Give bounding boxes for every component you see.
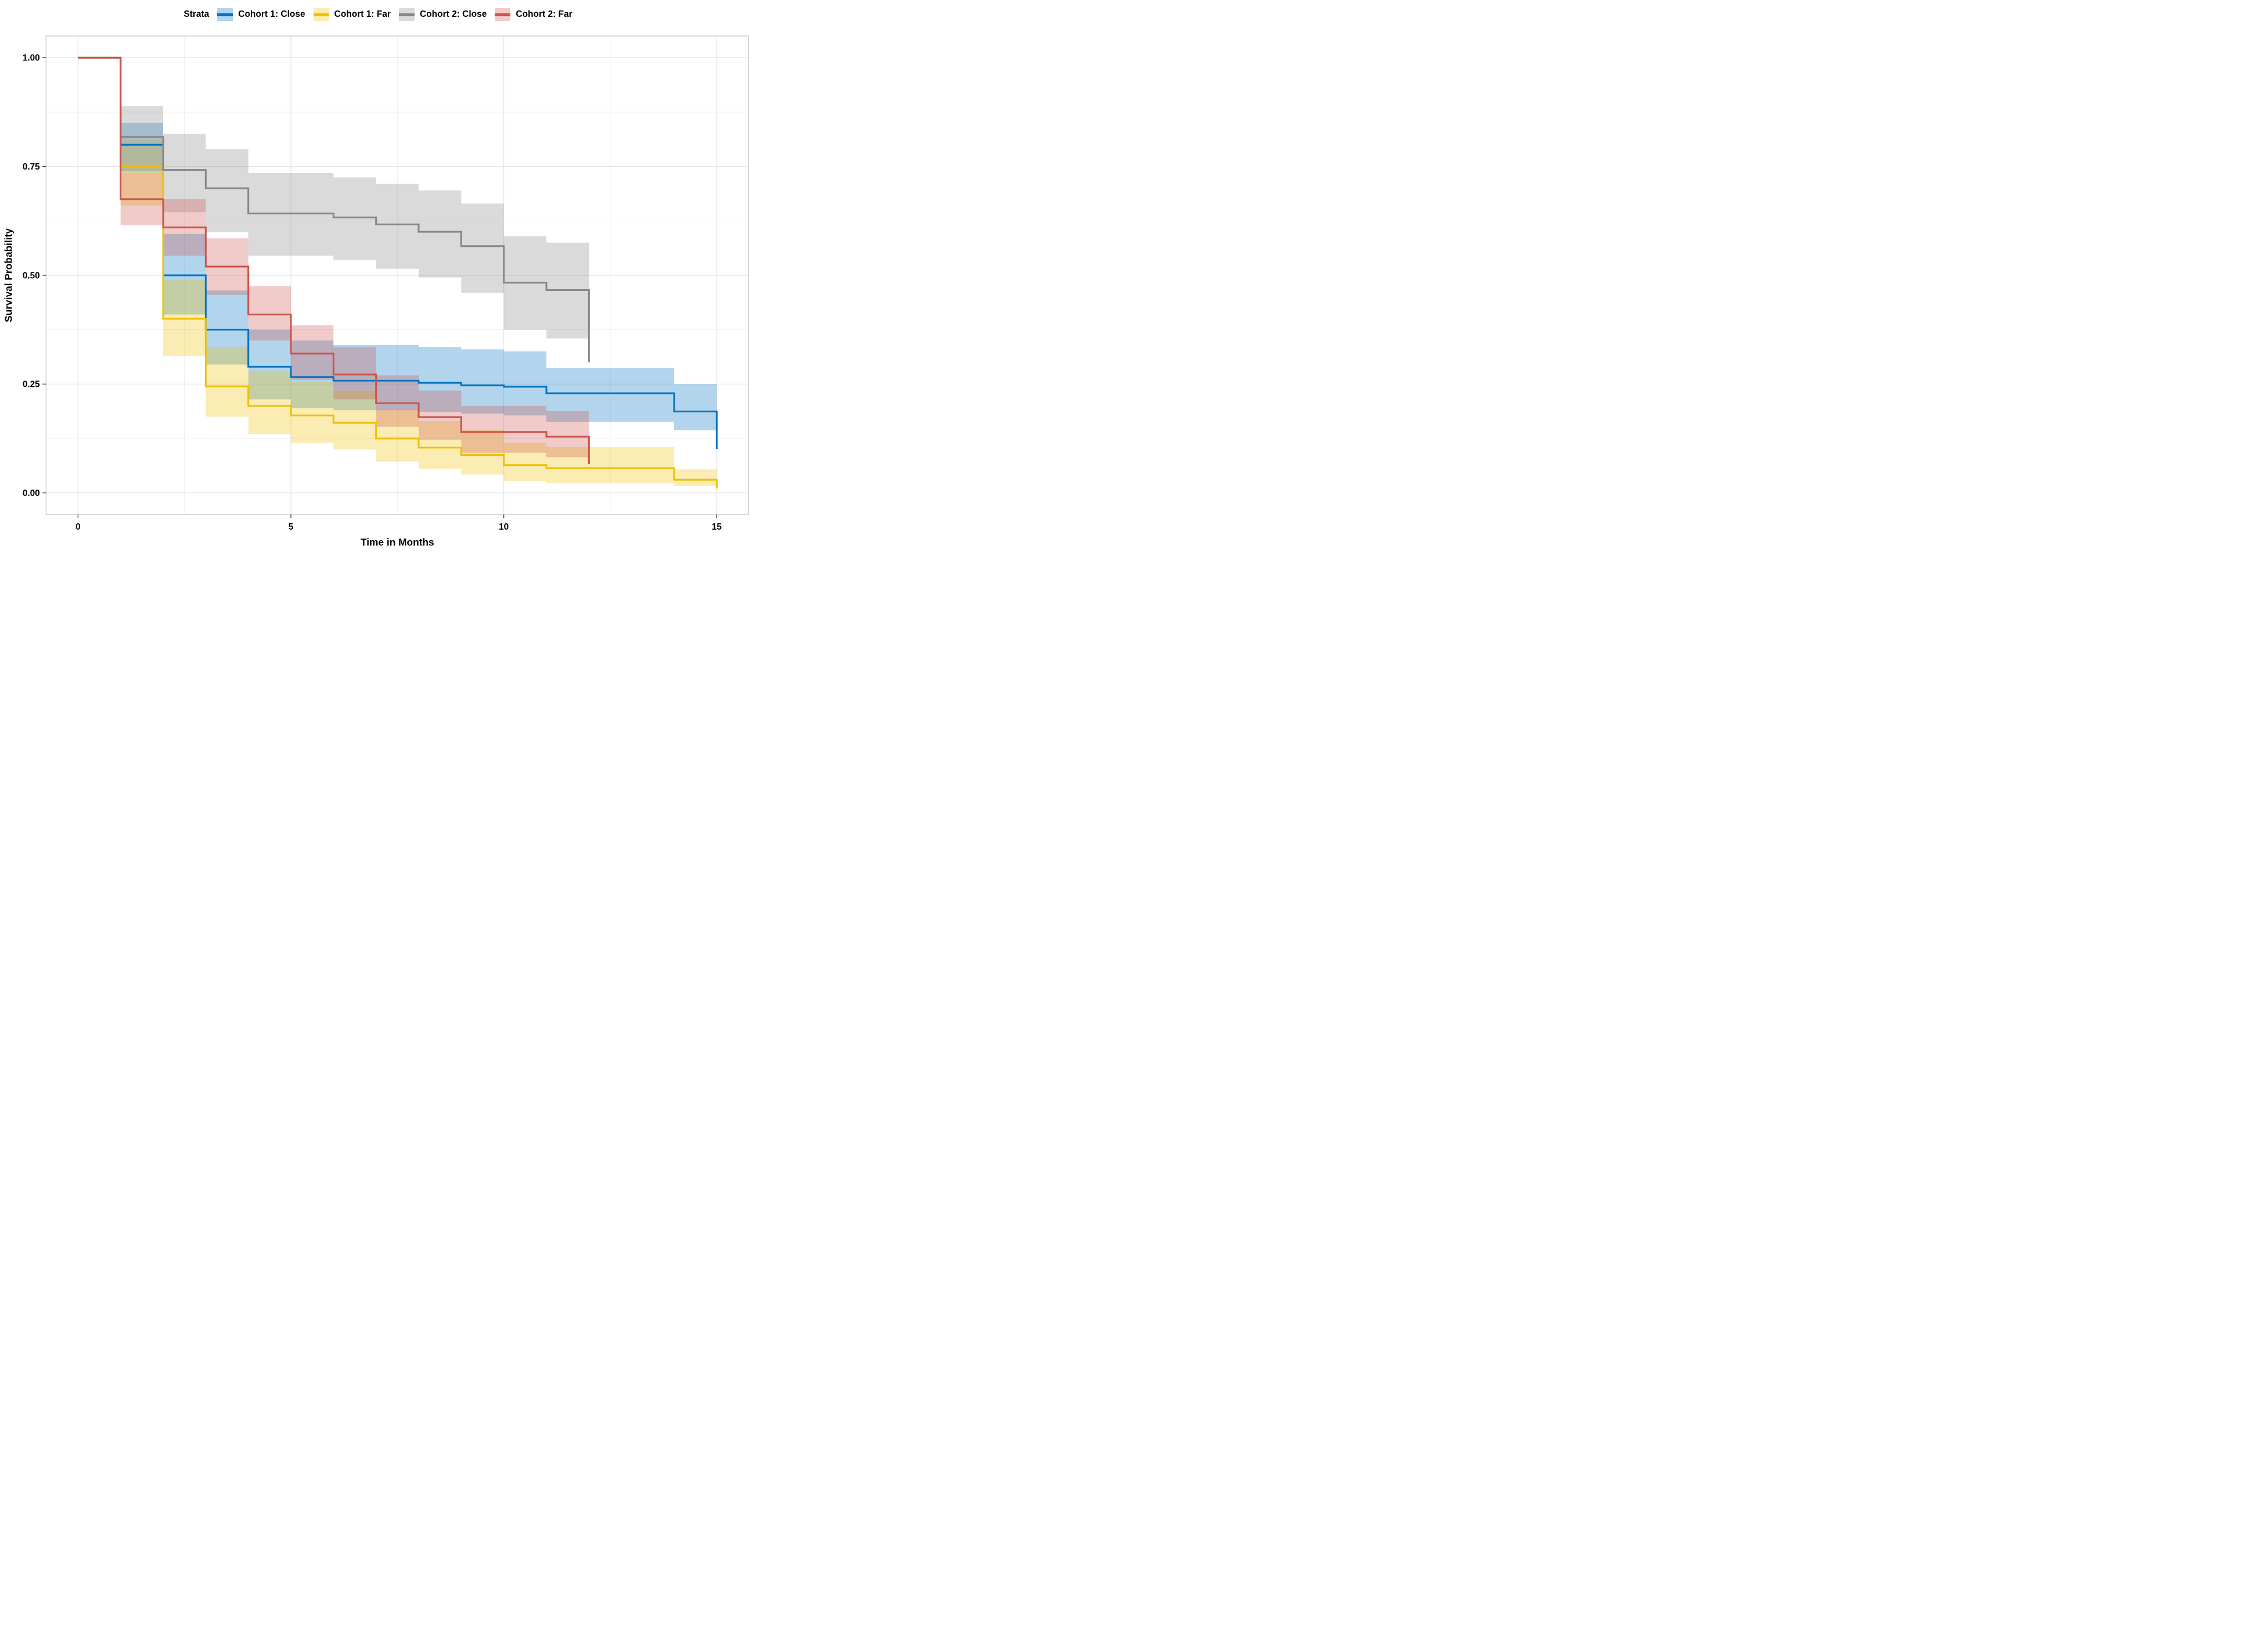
legend-key-icon <box>217 8 233 21</box>
ribbon-segment <box>376 410 419 462</box>
ribbon-segment <box>503 443 546 481</box>
y-tick-label: 0.50 <box>23 271 40 281</box>
ribbon-segment <box>461 405 546 453</box>
ribbon-segment <box>206 149 249 232</box>
ribbon-segment <box>333 390 376 450</box>
legend-item: Cohort 2: Close <box>398 8 487 21</box>
confidence-ribbons <box>120 106 717 486</box>
ribbon-cohort-1-close <box>120 123 717 430</box>
ribbon-segment <box>546 368 674 422</box>
y-tick-label: 0.25 <box>23 380 40 390</box>
ribbon-segment <box>163 233 206 315</box>
x-tick-label: 0 <box>75 522 81 532</box>
legend-item-label: Cohort 2: Close <box>419 9 487 19</box>
ribbon-cohort-2-far <box>120 172 589 458</box>
ribbon-segment <box>163 279 206 356</box>
legend-item: Cohort 2: Far <box>495 8 573 21</box>
ribbon-segment <box>333 347 376 400</box>
survival-plot: 0.00 0.25 0.50 0.75 1.00 0 5 10 15 Survival Proba… <box>3 35 749 548</box>
y-axis-title: Survival Probability <box>3 228 15 322</box>
km-curve-cohort-2-far <box>78 56 590 465</box>
legend-key-icon <box>398 8 415 21</box>
ribbon-segment <box>206 347 249 417</box>
km-curves <box>78 56 718 489</box>
ribbon-segment <box>461 203 504 293</box>
ribbon-segment <box>120 106 163 173</box>
km-curve-cohort-1-far <box>78 56 718 489</box>
y-tick-label: 0.75 <box>23 162 40 172</box>
ribbon-segment <box>461 430 504 475</box>
km-figure: Strata Cohort 1: Close Cohort 1: Far Coh… <box>0 0 756 550</box>
ribbon-cohort-2-close <box>120 106 589 339</box>
ribbon-segment <box>206 290 249 365</box>
ribbon-segment <box>419 421 462 469</box>
ribbon-segment <box>674 384 717 430</box>
ribbon-segment <box>291 340 334 408</box>
legend-item: Cohort 1: Far <box>313 8 391 21</box>
axis-ticks <box>42 57 717 518</box>
legend: Strata Cohort 1: Close Cohort 1: Far Coh… <box>0 0 756 27</box>
x-axis-labels: 0 5 10 15 <box>75 522 722 532</box>
y-tick-label: 1.00 <box>23 53 40 63</box>
ribbon-segment <box>376 184 419 269</box>
ribbon-segment <box>503 351 546 416</box>
y-tick-label: 0.00 <box>23 488 40 498</box>
ribbon-segment <box>546 411 589 458</box>
ribbon-segment <box>419 390 462 440</box>
ribbon-segment <box>376 375 419 427</box>
legend-item-label: Cohort 1: Far <box>334 9 391 19</box>
legend-item-label: Cohort 2: Far <box>516 9 573 19</box>
ribbon-segment <box>248 371 291 434</box>
ribbon-segment <box>291 325 334 380</box>
ribbon-segment <box>674 469 717 486</box>
ribbon-segment <box>248 329 291 400</box>
legend-item-label: Cohort 1: Close <box>238 9 305 19</box>
ribbon-segment <box>163 134 206 213</box>
km-curve-cohort-2-close <box>78 56 590 362</box>
x-tick-label: 5 <box>289 522 294 532</box>
x-axis-title: Time in Months <box>361 536 434 548</box>
x-tick-label: 15 <box>712 522 722 532</box>
legend-key-icon <box>313 8 329 21</box>
x-tick-label: 10 <box>499 522 509 532</box>
chart-area: 0.00 0.25 0.50 0.75 1.00 0 5 10 15 Survival Proba… <box>0 27 756 550</box>
ribbon-segment <box>419 347 462 412</box>
ribbon-segment <box>120 123 163 171</box>
ribbon-segment <box>291 382 334 443</box>
ribbon-cohort-1-far <box>120 140 717 486</box>
ribbon-segment <box>546 447 674 483</box>
ribbon-segment <box>120 140 163 206</box>
ribbon-segment <box>461 349 504 414</box>
legend-item: Cohort 1: Close <box>217 8 305 21</box>
ribbon-segment <box>419 190 462 278</box>
y-axis-labels: 0.00 0.25 0.50 0.75 1.00 <box>23 53 40 498</box>
legend-title: Strata <box>183 9 210 19</box>
legend-key-icon <box>495 8 511 21</box>
ribbon-segment <box>248 286 291 341</box>
ribbon-segment <box>333 177 376 260</box>
